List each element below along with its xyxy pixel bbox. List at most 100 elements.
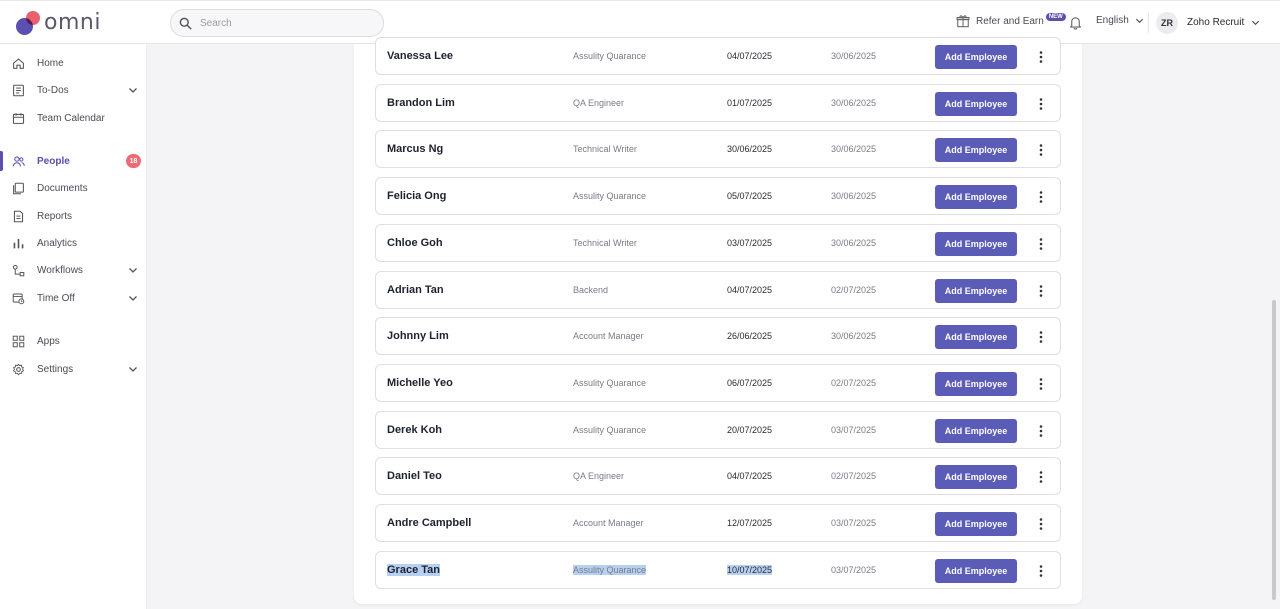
omni-logo[interactable]: omni: [16, 10, 101, 35]
candidate-name: Vanessa Lee: [387, 50, 454, 62]
candidate-name: Brandon Lim: [387, 97, 455, 109]
more-vertical-icon[interactable]: [1036, 143, 1046, 157]
start-date: 06/07/2025: [727, 378, 773, 388]
offer-date: 30/06/2025: [831, 144, 877, 154]
analytics-icon: [13, 238, 24, 248]
offer-date: 03/07/2025: [831, 518, 877, 528]
add-employee-button[interactable]: Add Employee: [935, 512, 1017, 536]
list-item[interactable]: Derek Koh Assulity Quarance 20/07/2025 03/0…: [375, 411, 1061, 449]
offer-date: 30/06/2025: [831, 191, 877, 201]
more-vertical-icon[interactable]: [1036, 190, 1046, 204]
chevron-down-icon: [129, 268, 137, 273]
gift-icon: [956, 15, 970, 28]
more-vertical-icon[interactable]: [1036, 237, 1046, 251]
candidate-name: Derek Koh: [387, 424, 443, 436]
list-item[interactable]: Vanessa Lee Assulity Quarance 04/07/2025 30…: [375, 37, 1061, 75]
org-switcher[interactable]: Zoho Recruit: [1187, 17, 1260, 28]
sidebar-item-todos[interactable]: To-Dos: [0, 78, 146, 102]
offer-date: 02/07/2025: [831, 378, 877, 388]
sidebar-item-reports[interactable]: Reports: [0, 204, 146, 228]
list-item[interactable]: Chloe Goh Technical Writer 03/07/2025 30/06…: [375, 224, 1061, 262]
candidate-role: Assulity Quarance: [573, 425, 647, 435]
start-date: 10/07/2025: [727, 565, 773, 575]
sidebar-item-label: Workflows: [37, 264, 83, 276]
chevron-down-icon: [1135, 18, 1143, 24]
offer-date: 03/07/2025: [831, 565, 877, 575]
more-vertical-icon[interactable]: [1036, 517, 1046, 531]
add-employee-button[interactable]: Add Employee: [935, 372, 1017, 396]
more-vertical-icon[interactable]: [1036, 424, 1046, 438]
add-employee-button[interactable]: Add Employee: [935, 559, 1017, 583]
home-icon: [13, 58, 24, 69]
org-name: Zoho Recruit: [1187, 17, 1245, 28]
sidebar: Home To-Dos Team Calendar People 18 Docu…: [0, 44, 147, 609]
add-employee-button[interactable]: Add Employee: [935, 138, 1017, 162]
list-item[interactable]: Daniel Teo QA Engineer 04/07/2025 02/07/202…: [375, 457, 1061, 495]
add-employee-button[interactable]: Add Employee: [935, 92, 1017, 116]
add-employee-button[interactable]: Add Employee: [935, 325, 1017, 349]
chevron-down-icon: [1252, 20, 1260, 26]
search-input[interactable]: [200, 17, 370, 29]
more-vertical-icon[interactable]: [1036, 377, 1046, 391]
bell-icon[interactable]: [1068, 15, 1083, 30]
apps-icon: [12, 335, 25, 347]
people-icon: [12, 155, 25, 166]
more-vertical-icon[interactable]: [1036, 50, 1046, 64]
sidebar-item-label: Documents: [37, 182, 88, 194]
sidebar-item-people[interactable]: People 18: [0, 149, 146, 173]
candidate-role: Assulity Quarance: [573, 565, 647, 575]
sidebar-item-label: Settings: [37, 363, 74, 375]
more-vertical-icon[interactable]: [1036, 330, 1046, 344]
more-vertical-icon[interactable]: [1036, 97, 1046, 111]
start-date: 03/07/2025: [727, 238, 773, 248]
sidebar-item-label: Apps: [37, 335, 60, 347]
sidebar-item-label: To-Dos: [37, 84, 69, 96]
chevron-down-icon: [129, 88, 137, 93]
list-item[interactable]: Andre Campbell Account Manager 12/07/2025 0…: [375, 504, 1061, 542]
list-item[interactable]: Michelle Yeo Assulity Quarance 06/07/2025 0…: [375, 364, 1061, 402]
candidate-role: Backend: [573, 285, 609, 295]
sidebar-item-settings[interactable]: Settings: [0, 357, 146, 381]
add-employee-button[interactable]: Add Employee: [935, 465, 1017, 489]
list-item[interactable]: Felicia Ong Assulity Quarance 05/07/2025 30…: [375, 177, 1061, 215]
time-off-icon: [12, 293, 25, 304]
add-employee-button[interactable]: Add Employee: [935, 279, 1017, 303]
search-box[interactable]: [170, 9, 384, 37]
sidebar-item-documents[interactable]: Documents: [0, 176, 146, 200]
sidebar-item-home[interactable]: Home: [0, 51, 146, 75]
offer-date: 30/06/2025: [831, 51, 877, 61]
add-employee-button[interactable]: Add Employee: [935, 232, 1017, 256]
language-selector[interactable]: English: [1096, 15, 1144, 26]
candidate-name: Grace Tan: [387, 564, 440, 576]
offer-date: 30/06/2025: [831, 238, 877, 248]
candidate-role: Account Manager: [573, 331, 644, 341]
more-vertical-icon[interactable]: [1036, 470, 1046, 484]
sidebar-item-analytics[interactable]: Analytics: [0, 231, 146, 255]
add-employee-button[interactable]: Add Employee: [935, 45, 1017, 69]
list-item[interactable]: Marcus Ng Technical Writer 30/06/2025 30/06…: [375, 130, 1061, 168]
search-icon: [179, 17, 192, 30]
list-item[interactable]: Brandon Lim QA Engineer 01/07/2025 30/06/20…: [375, 84, 1061, 122]
sidebar-item-workflows[interactable]: Workflows: [0, 258, 146, 282]
candidate-name: Felicia Ong: [387, 190, 447, 202]
reports-icon: [13, 210, 24, 222]
more-vertical-icon[interactable]: [1036, 564, 1046, 578]
more-vertical-icon[interactable]: [1036, 284, 1046, 298]
candidate-role: Technical Writer: [573, 144, 637, 154]
sidebar-item-apps[interactable]: Apps: [0, 329, 146, 353]
add-employee-button[interactable]: Add Employee: [935, 185, 1017, 209]
offer-date: 30/06/2025: [831, 98, 877, 108]
refer-and-earn-link[interactable]: Refer and Earn NEW: [956, 13, 1066, 28]
sidebar-item-time-off[interactable]: Time Off: [0, 286, 146, 310]
avatar[interactable]: ZR: [1156, 12, 1178, 34]
add-employee-button[interactable]: Add Employee: [935, 419, 1017, 443]
chevron-down-icon: [129, 296, 137, 301]
sidebar-item-label: Team Calendar: [37, 112, 105, 124]
sidebar-item-team-calendar[interactable]: Team Calendar: [0, 106, 146, 130]
scrollbar-thumb[interactable]: [1272, 300, 1276, 600]
list-item[interactable]: Johnny Lim Account Manager 26/06/2025 30/06…: [375, 317, 1061, 355]
candidate-role: Assulity Quarance: [573, 191, 647, 201]
start-date: 04/07/2025: [727, 285, 773, 295]
list-item[interactable]: Adrian Tan Backend 04/07/2025 02/07/2025 Add…: [375, 271, 1061, 309]
list-item[interactable]: Grace Tan Assulity Quarance 10/07/2025 03/0…: [375, 551, 1061, 589]
